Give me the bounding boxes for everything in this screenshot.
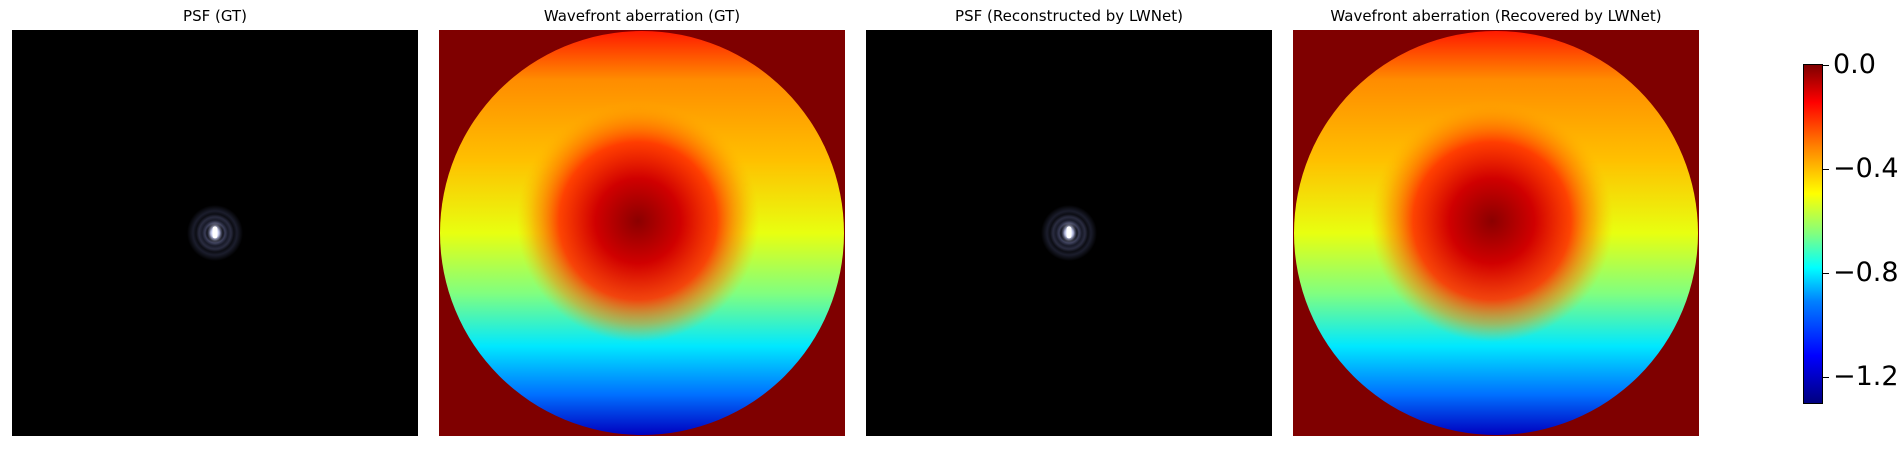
wavefront-gt-svg (439, 30, 845, 436)
panel-title-wavefront-recovered: Wavefront aberration (Recovered by LWNet… (1330, 7, 1662, 25)
psf-core (212, 226, 218, 239)
panel-title-psf-gt: PSF (GT) (183, 7, 247, 25)
pupil-center-overlay (1294, 31, 1698, 435)
colorbar-tick (1823, 377, 1829, 378)
panel-title-psf-reconstructed: PSF (Reconstructed by LWNet) (955, 7, 1183, 25)
colorbar-tick (1823, 169, 1829, 170)
wavefront-gt-image (439, 30, 845, 436)
wavefront-recovered-image (1293, 30, 1699, 436)
panel-title-wavefront-gt: Wavefront aberration (GT) (543, 7, 741, 25)
psf-gt-image (12, 30, 418, 436)
colorbar-tick (1823, 65, 1829, 66)
colorbar-tick-label: −0.4 (1833, 153, 1899, 184)
psf-core (1066, 226, 1072, 239)
colorbar-tick-label: 0.0 (1833, 49, 1876, 80)
wavefront-recovered-svg (1293, 30, 1699, 436)
colorbar-tick-label: −1.2 (1833, 361, 1899, 392)
psf-reconstructed-image (866, 30, 1272, 436)
pupil-center-overlay (440, 31, 844, 435)
colorbar: 0.0 −0.4 −0.8 −1.2 (1803, 51, 1899, 404)
colorbar-tick (1823, 273, 1829, 274)
colorbar-tick-label: −0.8 (1833, 257, 1899, 288)
